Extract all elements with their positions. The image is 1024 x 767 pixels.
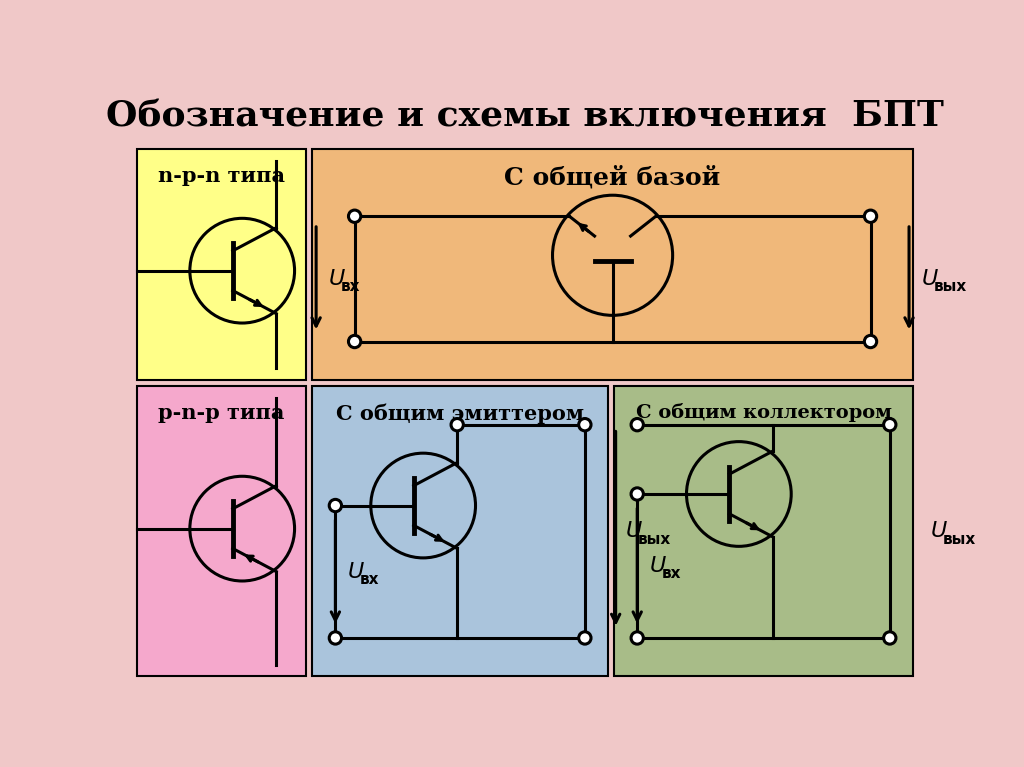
Circle shape [864,210,877,222]
Text: $U$: $U$ [649,556,667,576]
Text: n-p-n типа: n-p-n типа [158,166,285,186]
Text: вх: вх [662,566,681,581]
Text: С общим эмиттером: С общим эмиттером [336,403,584,423]
Text: $U$: $U$ [921,269,938,289]
Text: $U$: $U$ [625,522,643,542]
Text: $U$: $U$ [930,522,947,542]
Text: С общей базой: С общей базой [505,166,721,190]
Circle shape [631,419,643,431]
Text: С общим коллектором: С общим коллектором [636,403,892,422]
Text: $U$: $U$ [347,561,365,581]
FancyBboxPatch shape [312,149,912,380]
Text: вых: вых [943,532,976,547]
FancyBboxPatch shape [137,386,306,676]
Circle shape [330,499,342,512]
Circle shape [348,210,360,222]
Circle shape [884,632,896,644]
FancyBboxPatch shape [614,386,912,676]
Text: $U$: $U$ [328,269,345,289]
Circle shape [631,632,643,644]
Circle shape [864,335,877,347]
Circle shape [631,488,643,500]
Circle shape [579,632,591,644]
Text: p-n-p типа: p-n-p типа [159,403,285,423]
FancyBboxPatch shape [137,149,306,380]
Circle shape [451,419,463,431]
Text: вх: вх [341,279,360,294]
Text: вх: вх [360,572,380,587]
FancyBboxPatch shape [312,386,608,676]
Text: вых: вых [934,279,967,294]
Circle shape [348,335,360,347]
Text: Обозначение и схемы включения  БПТ: Обозначение и схемы включения БПТ [105,100,944,133]
Circle shape [330,632,342,644]
Circle shape [579,419,591,431]
Circle shape [884,419,896,431]
Text: вых: вых [638,532,672,547]
